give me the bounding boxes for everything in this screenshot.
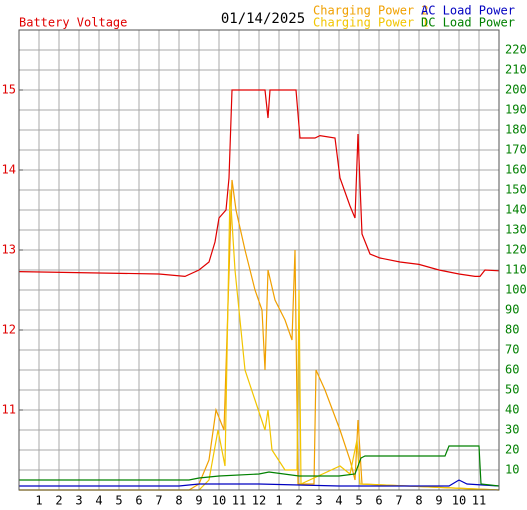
series-line (19, 189, 500, 491)
x-tick-label: 9 (435, 494, 442, 508)
legend-entry: DC Load Power (421, 16, 515, 30)
series-line (19, 179, 500, 491)
legend-entry: Charging Power 2 (313, 4, 429, 18)
y-tick-label: 12 (2, 323, 16, 337)
y2-tick-label: 200 (505, 83, 527, 97)
series-line (19, 479, 500, 487)
y2-tick-label: 120 (505, 243, 527, 257)
x-tick-label: 2 (295, 494, 302, 508)
x-tick-label: 7 (395, 494, 402, 508)
y2-tick-label: 10 (505, 463, 519, 477)
x-tick-label: 6 (375, 494, 382, 508)
y2-tick-label: 100 (505, 283, 527, 297)
x-tick-label: 7 (155, 494, 162, 508)
x-tick-label: 4 (95, 494, 102, 508)
y2-tick-label: 90 (505, 303, 519, 317)
series-line (19, 445, 500, 487)
x-tick-label: 10 (212, 494, 226, 508)
x-tick-label: 6 (135, 494, 142, 508)
y2-tick-label: 80 (505, 323, 519, 337)
y-tick-label: 15 (2, 83, 16, 97)
y2-tick-label: 110 (505, 263, 527, 277)
x-tick-label: 8 (175, 494, 182, 508)
y2-tick-label: 160 (505, 163, 527, 177)
x-tick-label: 11 (232, 494, 246, 508)
y2-tick-label: 60 (505, 363, 519, 377)
x-tick-label: 5 (355, 494, 362, 508)
y2-tick-label: 130 (505, 223, 527, 237)
x-tick-label: 4 (335, 494, 342, 508)
chart-title: Battery Voltage (19, 16, 127, 30)
y2-tick-label: 150 (505, 183, 527, 197)
x-tick-label: 1 (35, 494, 42, 508)
y-tick-label: 14 (2, 163, 16, 177)
y-tick-label: 11 (2, 403, 16, 417)
x-tick-label: 5 (115, 494, 122, 508)
x-tick-label: 3 (315, 494, 322, 508)
lines (18, 89, 500, 491)
y2-tick-label: 40 (505, 403, 519, 417)
y2-tick-label: 220 (505, 43, 527, 57)
x-tick-label: 2 (55, 494, 62, 508)
chart-date: 01/14/2025 (221, 11, 305, 27)
plot-frame (18, 29, 500, 491)
y2-tick-label: 20 (505, 443, 519, 457)
x-tick-label: 3 (75, 494, 82, 508)
y2-tick-label: 180 (505, 123, 527, 137)
x-tick-label: 11 (472, 494, 486, 508)
y2-tick-label: 190 (505, 103, 527, 117)
legend-entry: Charging Power 1 (313, 16, 429, 30)
y2-tick-label: 50 (505, 383, 519, 397)
y2-tick-label: 170 (505, 143, 527, 157)
x-tick-label: 10 (452, 494, 466, 508)
y2-tick-label: 30 (505, 423, 519, 437)
legend-entry: AC Load Power (421, 4, 515, 18)
series-line (18, 89, 500, 278)
y2-tick-label: 70 (505, 343, 519, 357)
x-tick-label: 12 (252, 494, 266, 508)
grid (19, 30, 499, 490)
y2-tick-label: 140 (505, 203, 527, 217)
x-tick-label: 9 (195, 494, 202, 508)
y2-tick-label: 210 (505, 63, 527, 77)
x-tick-label: 1 (275, 494, 282, 508)
x-tick-label: 8 (415, 494, 422, 508)
y-tick-label: 13 (2, 243, 16, 257)
